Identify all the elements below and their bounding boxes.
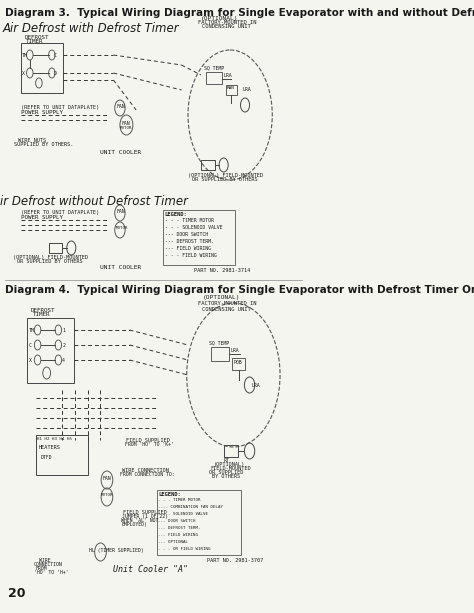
Text: - - - FIELD WIRING: - - - FIELD WIRING — [164, 253, 217, 258]
Text: C: C — [28, 343, 31, 348]
Text: --- OPTIONAL: --- OPTIONAL — [158, 540, 188, 544]
Text: Unit Cooler "A": Unit Cooler "A" — [113, 565, 189, 574]
Text: 2: 2 — [62, 343, 65, 348]
Text: FAN: FAN — [117, 104, 125, 109]
Text: TM: TM — [22, 53, 28, 58]
Text: Air Defrost without Defrost Timer: Air Defrost without Defrost Timer — [0, 195, 189, 208]
Text: WIRE CONNECTION: WIRE CONNECTION — [122, 468, 169, 473]
Text: 20: 20 — [8, 587, 25, 600]
Text: (OPTIONAL) FIELD-MOUNTED: (OPTIONAL) FIELD-MOUNTED — [188, 173, 263, 178]
Text: X: X — [22, 71, 25, 76]
Text: FACTORY-MOUNTED IN: FACTORY-MOUNTED IN — [198, 301, 256, 306]
Text: CONDENSING UNIT: CONDENSING UNIT — [202, 307, 251, 312]
Text: - - - SOLENOID VALVE: - - - SOLENOID VALVE — [164, 225, 222, 230]
Text: --- FIELD WIRING: --- FIELD WIRING — [164, 246, 210, 251]
Text: TIMER: TIMER — [32, 312, 50, 317]
Text: Air Defrost with Defrost Timer: Air Defrost with Defrost Timer — [2, 22, 179, 35]
Text: CONNECTION: CONNECTION — [34, 562, 63, 567]
Text: (OPTIONAL): (OPTIONAL) — [202, 295, 240, 300]
Text: RT: RT — [224, 458, 229, 463]
Text: --- DEFROST TERM.: --- DEFROST TERM. — [158, 526, 201, 530]
Text: JUMPER (1 OF 22): JUMPER (1 OF 22) — [122, 514, 168, 519]
Text: --- DOOR SWITCH: --- DOOR SWITCH — [158, 519, 196, 523]
Text: FIELD SUPPLIED: FIELD SUPPLIED — [127, 438, 170, 443]
Text: RAN: RAN — [227, 86, 235, 90]
Text: BY OTHERS: BY OTHERS — [212, 474, 240, 479]
Text: PART NO. 2981-3714: PART NO. 2981-3714 — [194, 268, 251, 273]
Text: 1: 1 — [62, 328, 65, 333]
Text: H1 H2 H3 H4 H5: H1 H2 H3 H4 H5 — [37, 437, 72, 441]
Text: (REFER TO UNIT DATAPLATE): (REFER TO UNIT DATAPLATE) — [21, 105, 99, 110]
Text: LRA: LRA — [231, 348, 239, 353]
Text: FAN: FAN — [122, 121, 130, 126]
Text: LRA: LRA — [242, 87, 251, 92]
Text: TIMER: TIMER — [26, 39, 44, 44]
Text: SUPPLIED BY OTHERS.: SUPPLIED BY OTHERS. — [14, 142, 73, 147]
Text: FROM: FROM — [36, 566, 47, 571]
Text: --- DOOR SWITCH: --- DOOR SWITCH — [164, 232, 208, 237]
Text: FAN: FAN — [102, 476, 111, 481]
Text: LEGEND:: LEGEND: — [164, 212, 187, 217]
Text: POB: POB — [233, 360, 242, 365]
Text: SQ TEMP: SQ TEMP — [204, 65, 224, 70]
Text: LEGEND:: LEGEND: — [158, 492, 181, 497]
Text: - - - SOLENOID VALVE: - - - SOLENOID VALVE — [158, 512, 208, 516]
Text: FROM 'HO' TO 'K+': FROM 'HO' TO 'K+' — [125, 442, 174, 447]
Text: X: X — [28, 358, 31, 363]
Text: ---- COMBINATION FAN DELAY: ---- COMBINATION FAN DELAY — [158, 505, 223, 509]
Text: HL (TIMER SUPPLIED): HL (TIMER SUPPLIED) — [90, 548, 144, 553]
Text: 4: 4 — [62, 358, 65, 363]
Text: EMPLOYED): EMPLOYED) — [122, 522, 148, 527]
Text: DEFROST: DEFROST — [25, 35, 49, 40]
Text: - - - OR FIELD WIRING: - - - OR FIELD WIRING — [158, 547, 210, 551]
Text: POWER SUPPLY: POWER SUPPLY — [21, 215, 63, 220]
Text: TM: TM — [28, 328, 34, 333]
Text: UNIT COOLER: UNIT COOLER — [100, 265, 142, 270]
Text: WHEN 'AL' NOT: WHEN 'AL' NOT — [120, 518, 158, 523]
Text: - - - TIMER MOTOR: - - - TIMER MOTOR — [164, 218, 213, 223]
Text: LRA: LRA — [252, 383, 260, 388]
Text: (REFER TO UNIT DATAPLATE): (REFER TO UNIT DATAPLATE) — [21, 210, 99, 215]
Text: 'HO' TO 'H+': 'HO' TO 'H+' — [34, 570, 68, 575]
Text: OR SUPPLIED BY OTHERS: OR SUPPLIED BY OTHERS — [17, 259, 82, 264]
Text: - - - TIMER MOTOR: - - - TIMER MOTOR — [158, 498, 201, 502]
Text: POWER SUPPLY: POWER SUPPLY — [21, 110, 63, 115]
Text: HEATERS: HEATERS — [39, 445, 61, 450]
Text: SQ TEMP: SQ TEMP — [209, 340, 229, 345]
Text: MOTOR: MOTOR — [120, 126, 132, 130]
Text: CONDENSING UNIT: CONDENSING UNIT — [202, 24, 251, 29]
Text: Diagram 4.  Typical Wiring Diagram for Single Evaporator with Defrost Timer Only: Diagram 4. Typical Wiring Diagram for Si… — [5, 285, 474, 295]
Text: PART NO. 2981-3707: PART NO. 2981-3707 — [208, 558, 264, 563]
Text: DTFD: DTFD — [40, 455, 52, 460]
Text: UNIT COOLER: UNIT COOLER — [100, 150, 142, 155]
Text: (OPTIONAL): (OPTIONAL) — [214, 462, 245, 467]
Text: --- DEFROST TERM.: --- DEFROST TERM. — [164, 239, 213, 244]
Text: (OPTIONAL): (OPTIONAL) — [201, 16, 238, 21]
Text: FAN: FAN — [117, 209, 125, 214]
Text: WIRE NUTS: WIRE NUTS — [18, 138, 46, 143]
Text: Diagram 3.  Typical Wiring Diagram for Single Evaporator with and without Defros: Diagram 3. Typical Wiring Diagram for Si… — [5, 8, 474, 18]
Text: MOTOR: MOTOR — [100, 493, 113, 497]
Text: C: C — [54, 53, 57, 58]
Text: FIELD-MOUNTED: FIELD-MOUNTED — [210, 466, 251, 471]
Text: FIELD SUPPLIED: FIELD SUPPLIED — [123, 510, 167, 515]
Text: FROM CONNECTION TO:: FROM CONNECTION TO: — [120, 472, 174, 477]
Text: WIRE: WIRE — [39, 558, 50, 563]
Text: FACTORY-MOUNTED IN: FACTORY-MOUNTED IN — [198, 20, 256, 25]
Text: LRA: LRA — [224, 73, 232, 78]
Text: DEFROST: DEFROST — [31, 308, 55, 313]
Text: OR SUPPLIED BY OTHERS: OR SUPPLIED BY OTHERS — [192, 177, 257, 182]
Text: OR SUPPLIED: OR SUPPLIED — [210, 470, 244, 475]
Text: MOTOR: MOTOR — [115, 226, 128, 230]
Text: (OPTIONAL) FIELD-MOUNTED: (OPTIONAL) FIELD-MOUNTED — [13, 255, 88, 260]
Text: --- FIELD WIRING: --- FIELD WIRING — [158, 533, 198, 537]
Text: D: D — [54, 71, 57, 76]
